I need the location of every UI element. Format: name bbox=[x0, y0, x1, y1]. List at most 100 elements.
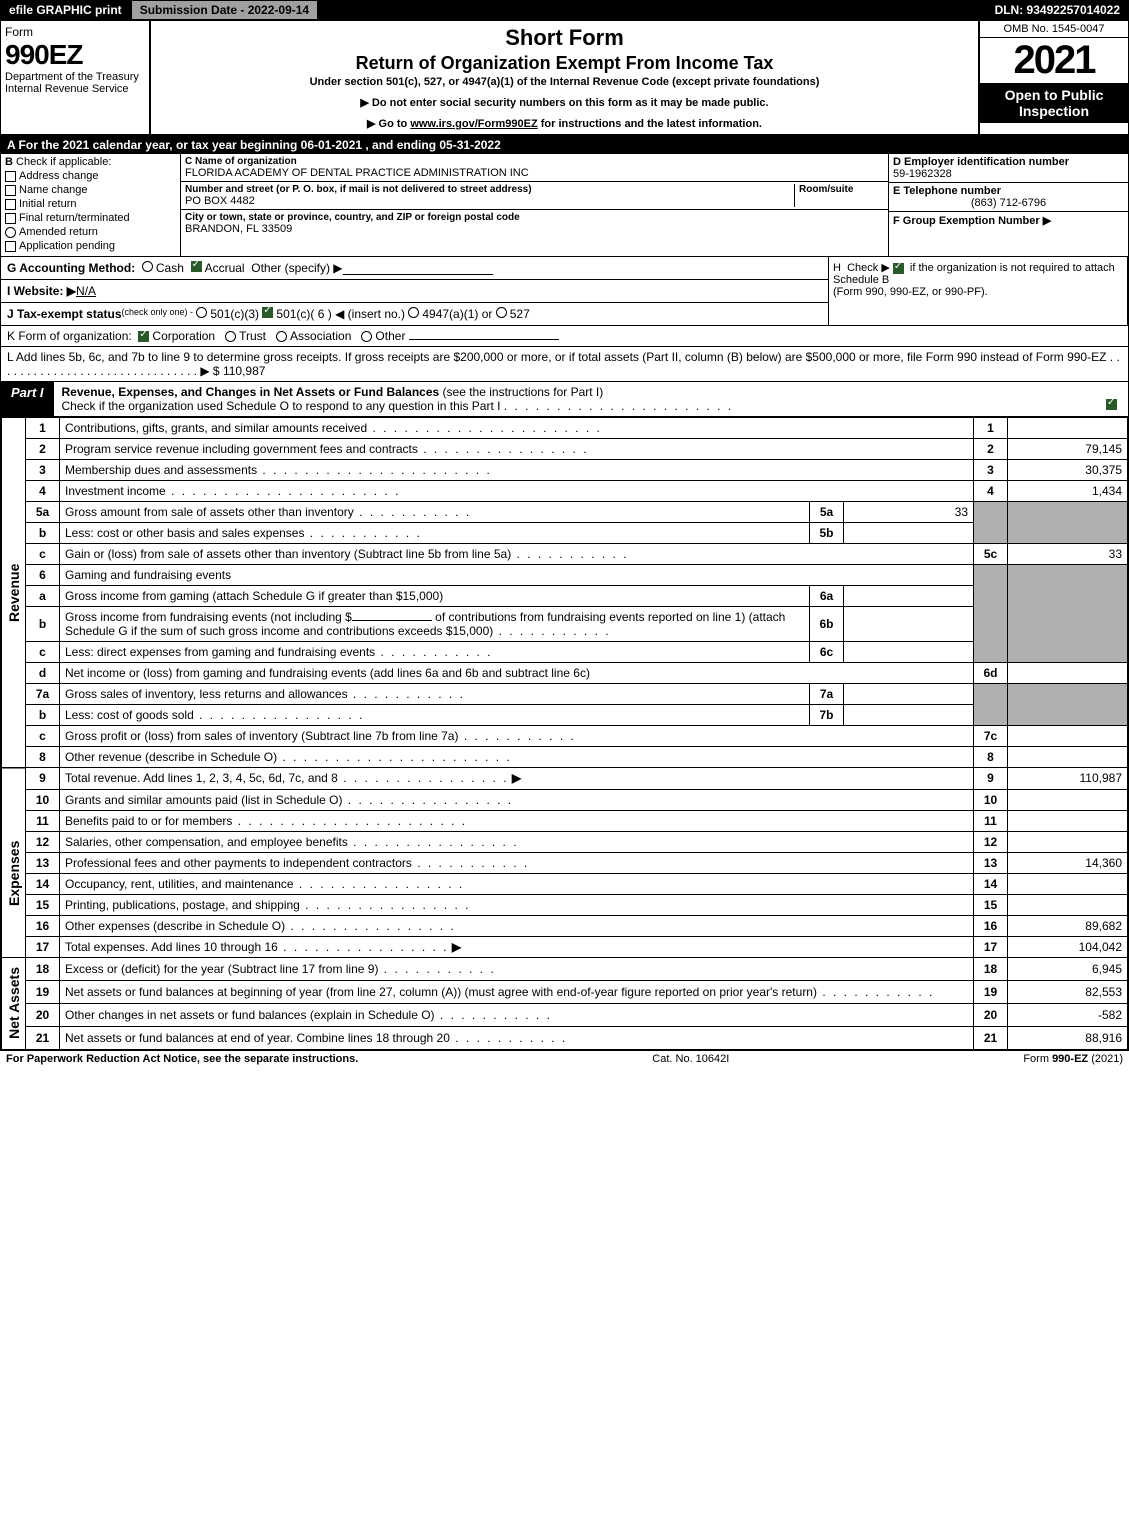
form-word: Form bbox=[5, 25, 33, 39]
other-specify-line[interactable] bbox=[343, 261, 493, 275]
h-label: H bbox=[833, 262, 841, 274]
line-15: 15 Printing, publications, postage, and … bbox=[2, 894, 1128, 915]
c-room-label: Room/suite bbox=[799, 184, 853, 195]
footer-cat: Cat. No. 10642I bbox=[652, 1053, 729, 1065]
cb-527[interactable] bbox=[496, 307, 507, 318]
line-3: 3 Membership dues and assessments 3 30,3… bbox=[2, 460, 1128, 481]
part1-label: Part I bbox=[1, 382, 54, 416]
cb-cash[interactable] bbox=[142, 261, 153, 272]
line-5a: 5a Gross amount from sale of assets othe… bbox=[2, 502, 1128, 523]
line-19: 19 Net assets or fund balances at beginn… bbox=[2, 980, 1128, 1003]
cb-schedule-b[interactable] bbox=[893, 263, 904, 274]
c-city-label: City or town, state or province, country… bbox=[185, 212, 520, 223]
l-label: L bbox=[7, 350, 13, 364]
title-short-form: Short Form bbox=[155, 25, 974, 51]
instr-goto-prefix: ▶ Go to bbox=[367, 118, 410, 130]
topbar: efile GRAPHIC print Submission Date - 20… bbox=[0, 0, 1129, 20]
part1-header: Part I Revenue, Expenses, and Changes in… bbox=[1, 382, 1128, 417]
line-10: Expenses 10 Grants and similar amounts p… bbox=[2, 789, 1128, 810]
dept-treasury: Department of the Treasury bbox=[5, 71, 145, 83]
cb-other-org[interactable] bbox=[361, 331, 372, 342]
i-label: I Website: ▶ bbox=[7, 284, 76, 298]
ein: 59-1962328 bbox=[893, 168, 952, 180]
line-4: 4 Investment income 4 1,434 bbox=[2, 481, 1128, 502]
telephone: (863) 712-6796 bbox=[893, 197, 1124, 209]
submission-date: Submission Date - 2022-09-14 bbox=[130, 1, 319, 19]
b-label: B bbox=[5, 156, 13, 168]
irs-label: Internal Revenue Service bbox=[5, 83, 145, 95]
line-6a: a Gross income from gaming (attach Sched… bbox=[2, 586, 1128, 607]
cb-4947[interactable] bbox=[408, 307, 419, 318]
part1-table: Revenue 1 Contributions, gifts, grants, … bbox=[1, 417, 1128, 1050]
cb-association[interactable] bbox=[276, 331, 287, 342]
instr-goto-suffix: for instructions and the latest informat… bbox=[538, 118, 762, 130]
part1-suffix: (see the instructions for Part I) bbox=[443, 385, 604, 399]
cb-accrual[interactable] bbox=[191, 261, 202, 272]
cb-501c[interactable] bbox=[262, 307, 273, 318]
g-label: G Accounting Method: bbox=[7, 261, 135, 275]
c-label: C bbox=[185, 156, 192, 167]
form-number: 990EZ bbox=[5, 39, 145, 71]
netassets-side-label: Net Assets bbox=[2, 957, 26, 1050]
efile-label[interactable]: efile GRAPHIC print bbox=[1, 1, 130, 19]
cb-address-change[interactable]: Address change bbox=[5, 170, 176, 182]
b-text: Check if applicable: bbox=[16, 156, 111, 168]
form-header: Form 990EZ Department of the Treasury In… bbox=[1, 21, 1128, 136]
footer-left: For Paperwork Reduction Act Notice, see … bbox=[6, 1053, 358, 1065]
cb-final-return[interactable]: Final return/terminated bbox=[5, 212, 176, 224]
irs-link[interactable]: www.irs.gov/Form990EZ bbox=[410, 118, 537, 130]
line-6c: c Less: direct expenses from gaming and … bbox=[2, 642, 1128, 663]
subtitle-under: Under section 501(c), 527, or 4947(a)(1)… bbox=[155, 76, 974, 88]
cb-corporation[interactable] bbox=[138, 331, 149, 342]
tax-year: 2021 bbox=[980, 38, 1128, 83]
cb-name-change[interactable]: Name change bbox=[5, 184, 176, 196]
l-val: 110,987 bbox=[223, 364, 266, 378]
e-label: E Telephone number bbox=[893, 185, 1001, 197]
page-footer: For Paperwork Reduction Act Notice, see … bbox=[0, 1051, 1129, 1067]
row-a-taxyear: A For the 2021 calendar year, or tax yea… bbox=[1, 136, 1128, 154]
line-21: 21 Net assets or fund balances at end of… bbox=[2, 1027, 1128, 1050]
line-5c: c Gain or (loss) from sale of assets oth… bbox=[2, 544, 1128, 565]
line-13: 13 Professional fees and other payments … bbox=[2, 852, 1128, 873]
d-label: D Employer identification number bbox=[893, 156, 1069, 168]
line-1: Revenue 1 Contributions, gifts, grants, … bbox=[2, 418, 1128, 439]
cb-application-pending[interactable]: Application pending bbox=[5, 240, 176, 252]
line-9: 9 Total revenue. Add lines 1, 2, 3, 4, 5… bbox=[2, 768, 1128, 790]
line-6: 6 Gaming and fundraising events bbox=[2, 565, 1128, 586]
line-17: 17 Total expenses. Add lines 10 through … bbox=[2, 936, 1128, 957]
cb-501c3[interactable] bbox=[196, 307, 207, 318]
org-city: BRANDON, FL 33509 bbox=[185, 223, 292, 235]
omb-number: OMB No. 1545-0047 bbox=[980, 21, 1128, 38]
j-small: (check only one) - bbox=[122, 307, 194, 321]
line-7b: b Less: cost of goods sold 7b bbox=[2, 705, 1128, 726]
cb-amended-return[interactable]: Amended return bbox=[5, 226, 176, 238]
j-label: J Tax-exempt status bbox=[7, 307, 122, 321]
org-name: FLORIDA ACADEMY OF DENTAL PRACTICE ADMIN… bbox=[185, 167, 529, 179]
expenses-side-label: Expenses bbox=[2, 789, 26, 957]
line-7a: 7a Gross sales of inventory, less return… bbox=[2, 684, 1128, 705]
line-18: Net Assets 18 Excess or (deficit) for th… bbox=[2, 957, 1128, 980]
line-7c: c Gross profit or (loss) from sales of i… bbox=[2, 726, 1128, 747]
line-12: 12 Salaries, other compensation, and emp… bbox=[2, 831, 1128, 852]
instr-ssn: ▶ Do not enter social security numbers o… bbox=[155, 96, 974, 109]
line-6b: b Gross income from fundraising events (… bbox=[2, 607, 1128, 642]
line-8: 8 Other revenue (describe in Schedule O)… bbox=[2, 747, 1128, 768]
dln: DLN: 93492257014022 bbox=[995, 3, 1128, 17]
section-b-c-d-e-f: B Check if applicable: Address change Na… bbox=[1, 154, 1128, 257]
c-street-label: Number and street (or P. O. box, if mail… bbox=[185, 184, 532, 195]
line-6d: d Net income or (loss) from gaming and f… bbox=[2, 663, 1128, 684]
org-street: PO BOX 4482 bbox=[185, 195, 255, 207]
part1-check-text: Check if the organization used Schedule … bbox=[62, 399, 501, 413]
cb-trust[interactable] bbox=[225, 331, 236, 342]
cb-schedule-o[interactable] bbox=[1106, 399, 1117, 410]
footer-form: Form 990-EZ (2021) bbox=[1023, 1053, 1123, 1065]
c-name-label: Name of organization bbox=[195, 156, 297, 167]
other-org-line[interactable] bbox=[409, 339, 559, 340]
title-return: Return of Organization Exempt From Incom… bbox=[155, 53, 974, 74]
revenue-side-label: Revenue bbox=[2, 418, 26, 768]
f-label: F Group Exemption Number ▶ bbox=[893, 215, 1051, 227]
cb-initial-return[interactable]: Initial return bbox=[5, 198, 176, 210]
line-2: 2 Program service revenue including gove… bbox=[2, 439, 1128, 460]
line-11: 11 Benefits paid to or for members 11 bbox=[2, 810, 1128, 831]
open-public: Open to Public Inspection bbox=[980, 83, 1128, 123]
